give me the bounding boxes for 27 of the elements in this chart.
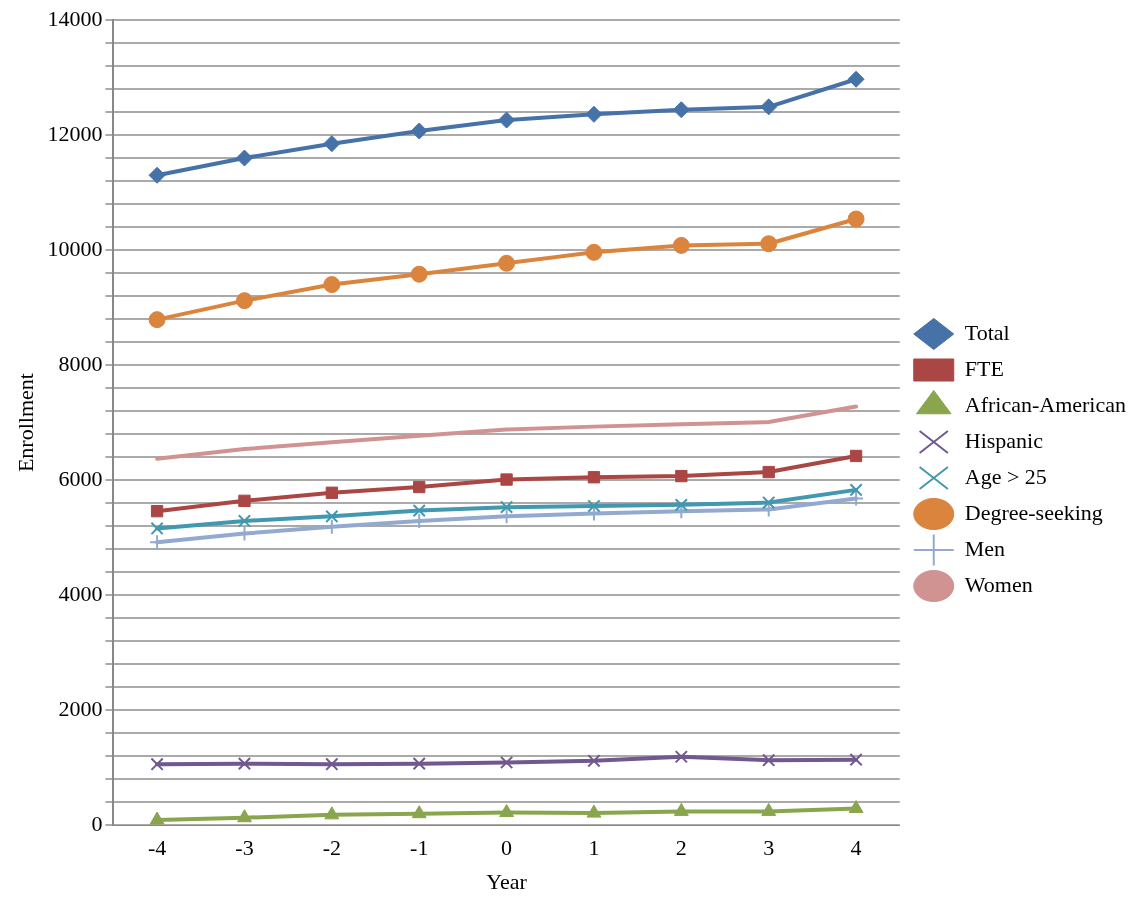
x-tick-label: 0	[501, 835, 513, 861]
x-tick-label: 2	[675, 835, 687, 861]
y-axis-title: Enrollment	[12, 373, 38, 473]
x-tick-label: -4	[147, 835, 167, 861]
x-axis-title: Year	[486, 868, 528, 894]
legend-label: FTE	[964, 355, 1004, 381]
legend-label: Hispanic	[964, 427, 1044, 453]
legend-label: African-American	[964, 391, 1127, 417]
y-tick-label: 6000	[58, 465, 103, 491]
y-tick-label: 8000	[58, 350, 103, 376]
x-tick-label: -1	[410, 835, 429, 861]
x-tick-label: -2	[322, 835, 341, 861]
x-tick-label: 4	[850, 835, 862, 861]
y-tick-label: 0	[91, 810, 103, 836]
y-tick-label: 12000	[47, 120, 103, 146]
x-tick-label: 1	[588, 835, 600, 861]
legend-label: Degree-seeking	[964, 499, 1103, 525]
y-tick-label: 10000	[47, 235, 103, 261]
legend-label: Total	[964, 319, 1010, 345]
x-tick-label: 3	[763, 835, 775, 861]
legend-label: Age > 25	[964, 463, 1047, 489]
legend-label: Men	[964, 535, 1006, 561]
x-tick-label: -3	[235, 835, 254, 861]
y-tick-label: 14000	[47, 5, 103, 31]
y-tick-label: 2000	[58, 695, 103, 721]
legend-label: Women	[964, 571, 1033, 597]
y-tick-label: 4000	[58, 580, 103, 606]
